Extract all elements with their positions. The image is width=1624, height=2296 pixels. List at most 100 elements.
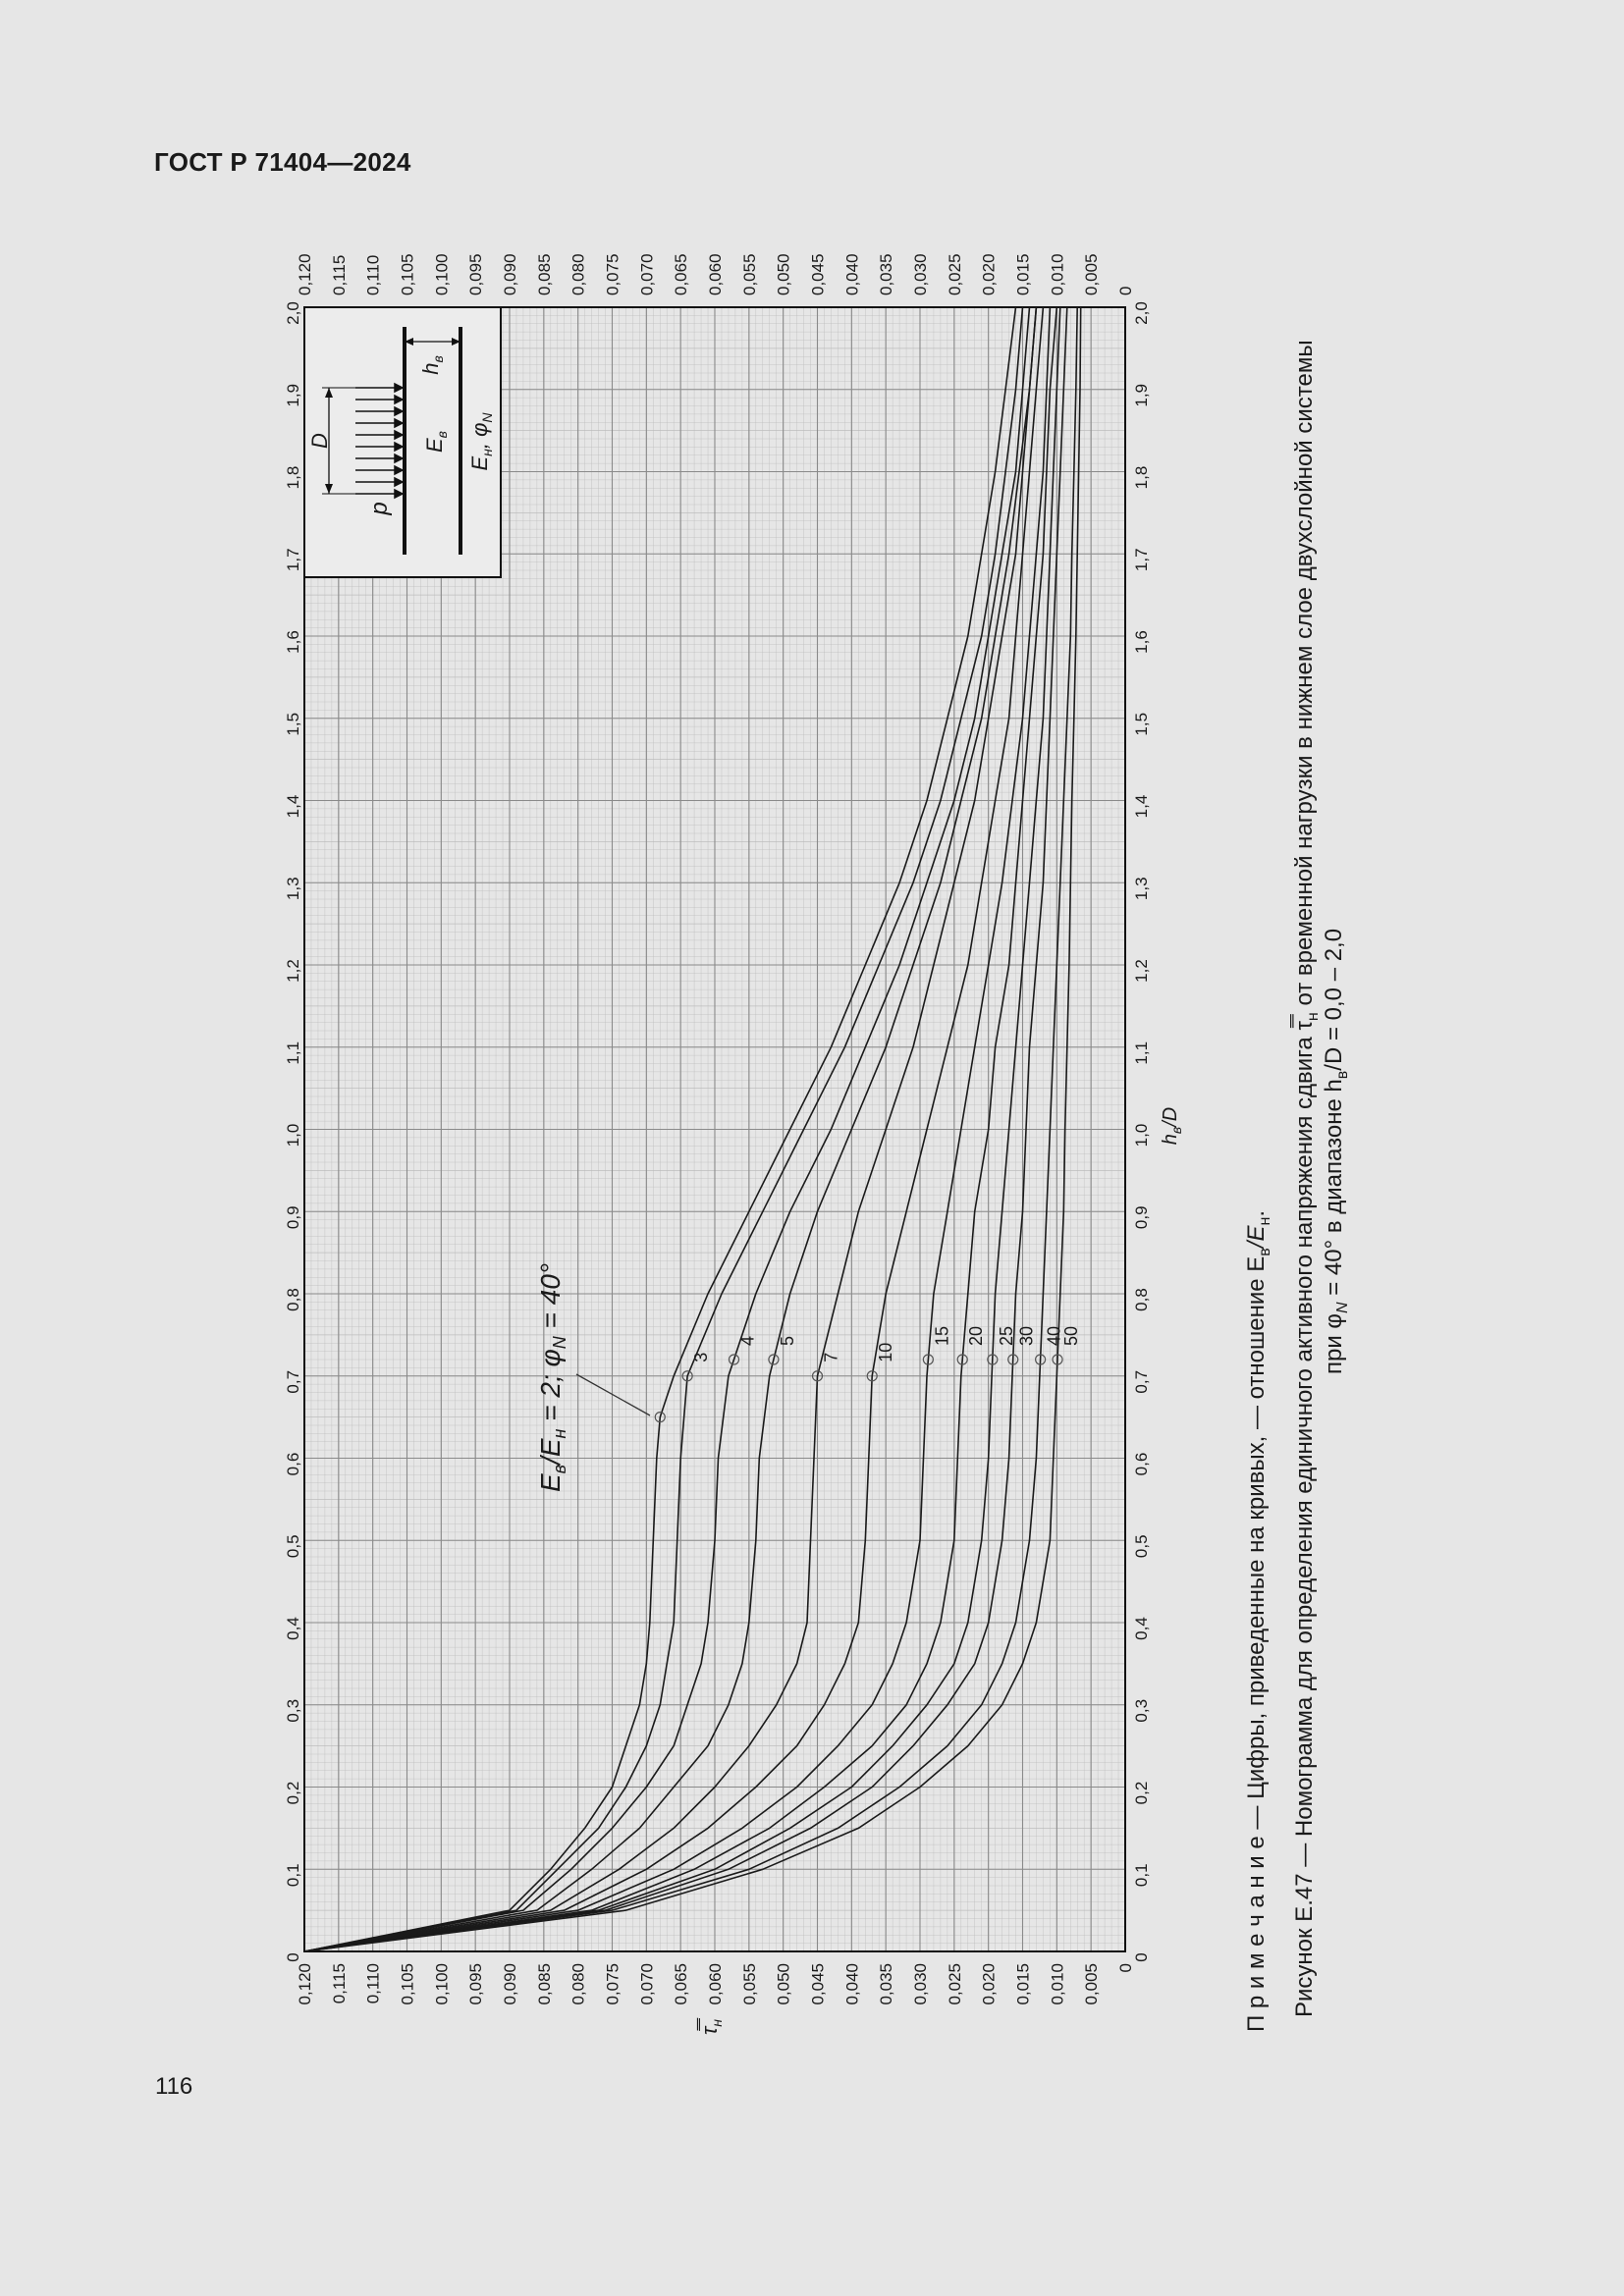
- x-tick-label-right: 1,7: [1132, 548, 1151, 571]
- y-tick-label-top: 0,040: [842, 253, 861, 295]
- series-marker-40: [1035, 1354, 1047, 1365]
- y-tick-label-top: 0,005: [1082, 253, 1101, 295]
- chart-annotation: Eв/Eн = 2; φN = 40°: [535, 1263, 651, 1492]
- series-marker-15: [922, 1354, 934, 1365]
- x-tick-label-left: 0,5: [284, 1534, 302, 1558]
- load-arrows: [355, 382, 405, 500]
- y-tick-label-top: 0,115: [330, 255, 349, 295]
- series-marker-50: [1052, 1354, 1063, 1365]
- x-tick-label-right: 1,0: [1132, 1124, 1151, 1148]
- y-tick-label-bottom: 0,010: [1048, 1963, 1066, 2005]
- svg-text:hв/D: hв/D: [1160, 1107, 1184, 1145]
- y-tick-label-top: 0,035: [877, 253, 895, 295]
- y-tick-label-bottom: 0,085: [535, 1963, 554, 2005]
- x-tick-label-left: 0: [284, 1952, 302, 1961]
- series-line-7: [303, 306, 1038, 1952]
- y-tick-label-bottom: 0,120: [296, 1963, 314, 2005]
- x-tick-label-right: 0,4: [1132, 1617, 1151, 1640]
- x-tick-label-right: 0,1: [1132, 1863, 1151, 1887]
- y-tick-label-bottom: 0,045: [809, 1963, 828, 2005]
- y-tick-label-top: 0,055: [740, 253, 759, 295]
- series-label-20: 20: [966, 1326, 986, 1346]
- y-tick-label-top: 0,015: [1014, 253, 1033, 295]
- series-label-25: 25: [997, 1326, 1016, 1346]
- series-label-3: 3: [691, 1353, 711, 1362]
- figure-caption-line-2: при φN = 40° в диапазоне hв/D = 0,0 – 2,…: [1321, 929, 1351, 1374]
- series-label-5: 5: [778, 1336, 797, 1346]
- series-line-10: [303, 306, 1045, 1952]
- x-tick-label-right: 0,7: [1132, 1370, 1151, 1394]
- figure-caption-line-1: Рисунок Е.47 — Номограмма для определени…: [1291, 340, 1322, 2017]
- y-tick-label-top: 0,050: [775, 253, 793, 295]
- series-line-5: [303, 306, 1038, 1952]
- x-tick-label-left: 0,2: [284, 1782, 302, 1805]
- series-line-3: [303, 306, 1024, 1952]
- svg-text:П р и м е ч а н и е — Цифры, п: П р и м е ч а н и е — Цифры, приведенные…: [1243, 1210, 1273, 2032]
- y-tick-label-bottom: 0,005: [1082, 1963, 1101, 2005]
- series-line-40: [303, 306, 1078, 1952]
- x-tick-label-left: 1,4: [284, 795, 302, 819]
- y-tick-label-top: 0,030: [911, 253, 930, 295]
- y-tick-label-bottom: 0,030: [911, 1963, 930, 2005]
- y-tick-label-bottom: 0,080: [569, 1963, 588, 2005]
- y-tick-label-bottom: 0,025: [946, 1963, 964, 2005]
- series-marker-3: [681, 1370, 693, 1382]
- y-tick-label-top: 0: [1116, 287, 1135, 295]
- y-tick-label-bottom: 0,055: [740, 1963, 759, 2005]
- series-label-7: 7: [822, 1353, 841, 1362]
- page-number: 116: [155, 2073, 193, 2100]
- x-tick-label-right: 1,2: [1132, 959, 1151, 983]
- x-tick-label-left: 1,7: [284, 548, 302, 571]
- series-line-15: [303, 306, 1052, 1952]
- series-label-50: 50: [1061, 1326, 1081, 1346]
- x-tick-label-left: 0,3: [284, 1699, 302, 1723]
- series-label-15: 15: [932, 1326, 951, 1346]
- x-axis-title: hв/D: [1160, 1107, 1184, 1145]
- svg-text:τ̿н: τ̿н: [697, 2017, 725, 2035]
- document-header: ГОСТ Р 71404—2024: [154, 147, 411, 177]
- y-tick-label-bottom: 0,020: [980, 1963, 999, 2005]
- x-tick-label-left: 1,3: [284, 877, 302, 900]
- x-tick-label-right: 0,2: [1132, 1782, 1151, 1805]
- annotation-text: Eв/Eн = 2; φN = 40°: [535, 1263, 569, 1492]
- x-tick-label-left: 1,1: [284, 1041, 302, 1065]
- y-tick-label-bottom: 0,050: [775, 1963, 793, 2005]
- inset-thickness-label: hв: [418, 355, 446, 375]
- y-tick-label-bottom: 0,065: [672, 1963, 690, 2005]
- x-tick-label-right: 1,4: [1132, 795, 1151, 819]
- y-tick-label-bottom: 0,035: [877, 1963, 895, 2005]
- y-tick-label-top: 0,070: [637, 253, 656, 295]
- series-line-2: [303, 306, 1017, 1952]
- y-tick-label-top: 0,075: [604, 253, 623, 295]
- y-tick-label-bottom: 0,100: [432, 1963, 451, 2005]
- x-tick-label-left: 0,6: [284, 1453, 302, 1476]
- x-tick-label-left: 1,9: [284, 384, 302, 407]
- y-tick-label-bottom: 0,040: [842, 1963, 861, 2005]
- x-tick-label-left: 0,7: [284, 1370, 302, 1394]
- x-tick-label-left: 0,4: [284, 1617, 302, 1640]
- series-marker-30: [1007, 1354, 1019, 1365]
- y-tick-label-bottom: 0,095: [466, 1963, 485, 2005]
- series-layer: [303, 306, 1082, 1952]
- tick-label-layer: 0 0 0,1 0,1 0,2 0,2 0,3 0,3 0,4 0,4 0,5 0,5 0,6 0,6 0,…: [284, 253, 1151, 2004]
- series-line-25: [303, 306, 1061, 1952]
- series-marker-4: [728, 1354, 740, 1365]
- y-tick-label-top: 0,120: [296, 253, 314, 295]
- x-tick-label-right: 0,9: [1132, 1205, 1151, 1229]
- y-tick-label-top: 0,025: [946, 253, 964, 295]
- series-marker-25: [987, 1354, 999, 1365]
- inset-diameter-label: D: [307, 433, 332, 449]
- layer-scheme-inset: p D Eв Eн, φN hв: [303, 306, 502, 578]
- y-tick-label-top: 0,010: [1048, 253, 1066, 295]
- annotation-marker: [654, 1412, 666, 1423]
- svg-text:Рисунок Е.47 — Номограмма для: Рисунок Е.47 — Номограмма для определени…: [1291, 340, 1322, 2017]
- x-tick-label-left: 1,5: [284, 713, 302, 736]
- x-tick-label-left: 1,2: [284, 959, 302, 983]
- inset-upper-layer-label: Eв: [422, 431, 450, 453]
- inset-lower-layer-label: Eн, φN: [467, 412, 495, 471]
- x-tick-label-left: 1,6: [284, 630, 302, 654]
- series-line-20: [303, 306, 1058, 1952]
- x-tick-label-right: 0,6: [1132, 1453, 1151, 1476]
- series-marker-10: [866, 1370, 878, 1382]
